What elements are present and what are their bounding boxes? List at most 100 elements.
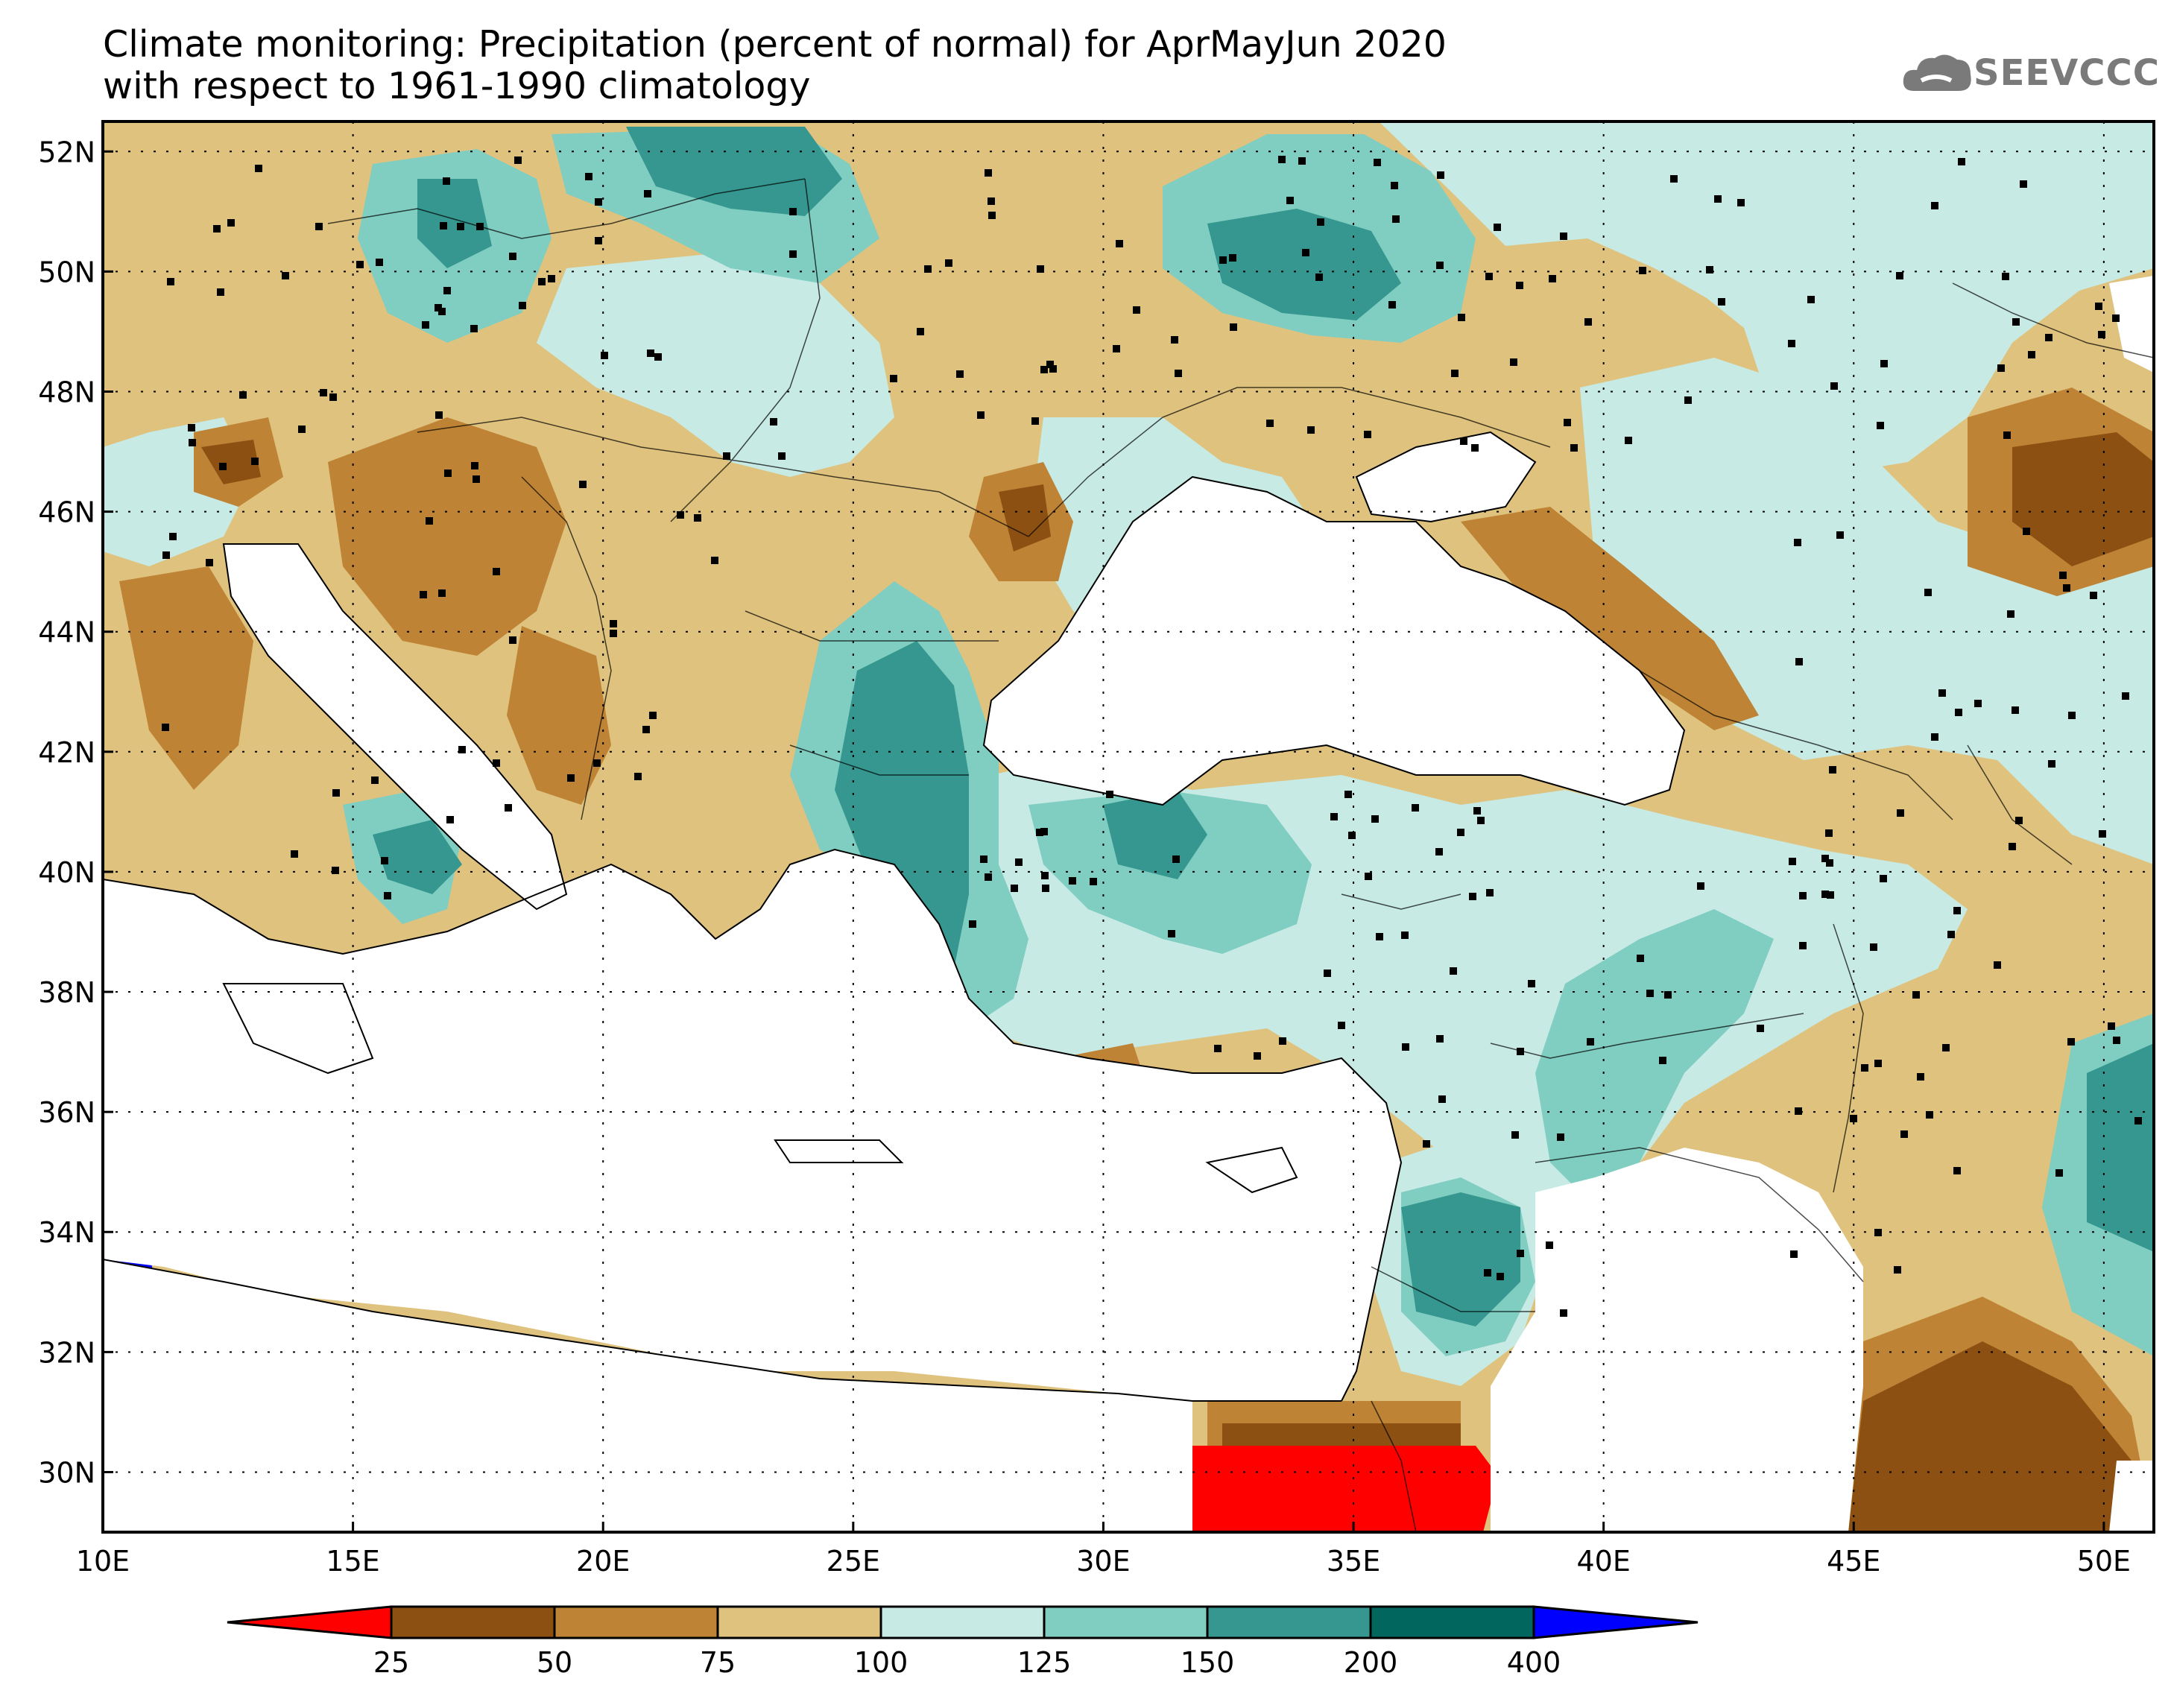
station-marker bbox=[1330, 813, 1338, 820]
station-marker bbox=[2098, 331, 2105, 338]
station-marker bbox=[595, 198, 602, 206]
station-marker bbox=[1011, 885, 1018, 892]
colorbar-segment bbox=[1369, 1605, 1535, 1639]
station-marker bbox=[980, 855, 987, 863]
station-marker bbox=[1090, 878, 1097, 885]
station-marker bbox=[167, 278, 174, 285]
station-marker bbox=[1437, 171, 1444, 179]
station-marker bbox=[1528, 980, 1535, 987]
lon-tick-label: 10E bbox=[76, 1545, 130, 1578]
map-title: Climate monitoring: Precipitation (perce… bbox=[103, 23, 1447, 66]
sea-mediterranean bbox=[103, 850, 1401, 1401]
station-marker bbox=[2007, 610, 2014, 618]
station-marker bbox=[1584, 318, 1592, 326]
station-marker bbox=[1317, 218, 1324, 226]
station-marker bbox=[2068, 712, 2076, 719]
station-marker bbox=[1315, 273, 1323, 281]
station-marker bbox=[2063, 584, 2070, 592]
station-marker bbox=[585, 173, 592, 180]
station-marker bbox=[1625, 437, 1632, 444]
station-marker bbox=[1286, 197, 1294, 204]
field-dark-brown-moldova bbox=[999, 484, 1051, 551]
station-marker bbox=[1564, 419, 1571, 426]
lon-tick-label: 30E bbox=[1076, 1545, 1130, 1578]
station-marker bbox=[2048, 760, 2055, 768]
station-marker bbox=[509, 253, 516, 260]
field-dark-brown-slovenia bbox=[201, 440, 261, 484]
sea-adriatic bbox=[224, 544, 566, 909]
station-marker bbox=[548, 275, 555, 282]
station-marker bbox=[1517, 1250, 1524, 1257]
station-marker bbox=[471, 462, 478, 469]
station-marker bbox=[1794, 539, 1801, 546]
station-marker bbox=[1401, 932, 1409, 939]
station-marker bbox=[2108, 1022, 2115, 1030]
colorbar-over-triangle bbox=[1532, 1605, 1698, 1639]
lon-tick-label: 45E bbox=[1827, 1545, 1880, 1578]
station-marker bbox=[1469, 893, 1476, 900]
station-marker bbox=[1997, 364, 2005, 372]
lon-tick-label: 35E bbox=[1327, 1545, 1380, 1578]
station-marker bbox=[1438, 1095, 1446, 1103]
station-marker bbox=[509, 636, 516, 644]
precipitation-field bbox=[103, 121, 2154, 1532]
field-brown-caucasus bbox=[1461, 507, 1759, 730]
station-marker bbox=[1266, 420, 1274, 427]
station-marker bbox=[1436, 262, 1444, 269]
station-marker bbox=[1788, 340, 1795, 347]
station-marker bbox=[1826, 859, 1833, 867]
station-marker bbox=[1365, 873, 1372, 880]
nodata-caspian bbox=[2109, 276, 2154, 373]
station-marker bbox=[1040, 366, 1048, 373]
station-marker bbox=[789, 250, 797, 258]
station-marker bbox=[977, 411, 985, 419]
station-marker bbox=[1497, 1273, 1504, 1280]
station-marker bbox=[1484, 1269, 1491, 1277]
station-marker bbox=[217, 288, 224, 296]
station-marker bbox=[677, 511, 684, 519]
field-light-teal-central bbox=[537, 253, 894, 477]
station-marker bbox=[1477, 817, 1485, 824]
station-marker bbox=[1664, 991, 1672, 999]
station-marker bbox=[1924, 589, 1932, 596]
field-light-teal-north bbox=[328, 121, 2154, 477]
station-marker bbox=[1510, 358, 1517, 366]
colorbar-label: 100 bbox=[854, 1646, 908, 1679]
station-marker bbox=[2122, 692, 2129, 700]
lat-tick-label: 38N bbox=[38, 976, 95, 1009]
station-marker bbox=[1789, 858, 1796, 865]
station-marker bbox=[2020, 180, 2027, 188]
station-marker bbox=[282, 272, 289, 279]
station-marker bbox=[985, 169, 992, 177]
station-marker bbox=[1821, 855, 1829, 862]
station-marker bbox=[1494, 224, 1501, 231]
station-marker bbox=[538, 278, 546, 285]
station-marker bbox=[1670, 175, 1678, 183]
station-marker bbox=[1825, 829, 1833, 837]
field-dark-teal-poland bbox=[626, 127, 842, 216]
station-marker bbox=[1036, 829, 1043, 836]
station-marker bbox=[1450, 967, 1457, 975]
lat-tick-label: 42N bbox=[38, 736, 95, 769]
station-marker bbox=[332, 867, 339, 874]
station-marker bbox=[1917, 1073, 1924, 1081]
station-marker bbox=[1371, 815, 1379, 823]
lat-tick-labels: 30N 32N 34N 36N 38N 40N 42N 44N 46N 48N 50N 52N bbox=[38, 136, 95, 1489]
lat-tick-label: 36N bbox=[38, 1096, 95, 1129]
station-marker bbox=[1714, 195, 1722, 203]
station-marker bbox=[1807, 296, 1815, 303]
nodata-syria-desert bbox=[1491, 1148, 1863, 1532]
station-marker bbox=[1850, 1115, 1857, 1122]
station-marker bbox=[213, 225, 221, 233]
station-marker bbox=[505, 804, 512, 812]
station-marker bbox=[1926, 1111, 1933, 1119]
lon-tick-label: 25E bbox=[827, 1545, 880, 1578]
station-marker bbox=[457, 223, 464, 230]
station-marker bbox=[1133, 306, 1140, 314]
station-marker bbox=[422, 321, 429, 329]
station-marker bbox=[1697, 882, 1704, 890]
station-marker bbox=[443, 177, 450, 185]
station-marker bbox=[1994, 961, 2001, 969]
station-marker bbox=[610, 620, 617, 627]
